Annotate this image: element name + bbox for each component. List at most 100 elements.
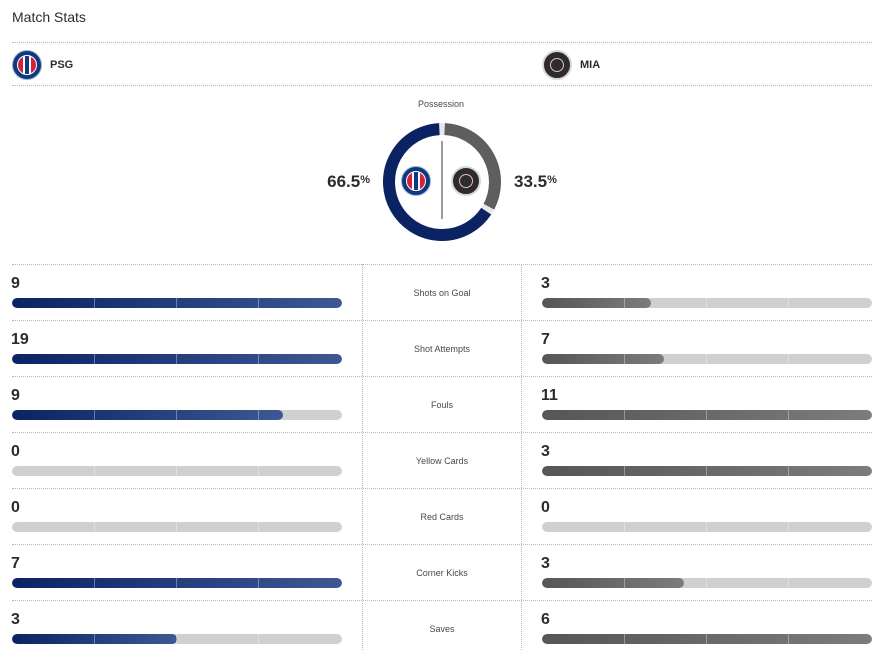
bar-tick — [788, 522, 789, 532]
stat-label: Corner Kicks — [416, 568, 468, 578]
bar-tick — [706, 578, 707, 588]
bar-tick — [94, 578, 95, 588]
away-stat-bar-fill — [542, 354, 665, 364]
stat-row: 3 Saves 6 — [0, 601, 882, 657]
away-stat-bar-fill — [542, 634, 872, 644]
bar-tick — [176, 522, 177, 532]
home-team-header[interactable]: PSG — [12, 50, 73, 80]
home-stat-value: 0 — [11, 443, 20, 460]
bar-tick — [94, 634, 95, 644]
bar-tick — [788, 466, 789, 476]
home-stat-bar-fill — [12, 354, 342, 364]
divider — [12, 376, 872, 377]
away-stat-value: 6 — [541, 611, 550, 628]
home-stat-bar — [12, 354, 342, 364]
bar-tick — [788, 410, 789, 420]
divider — [12, 85, 872, 86]
home-stat-bar — [12, 578, 342, 588]
away-stat-bar-fill — [542, 298, 651, 308]
away-stat-value: 11 — [541, 387, 558, 404]
home-stat-bar — [12, 466, 342, 476]
bar-tick — [788, 578, 789, 588]
bar-tick — [706, 354, 707, 364]
away-team-name: MIA — [580, 59, 601, 71]
divider — [12, 42, 872, 43]
home-stat-bar-fill — [12, 298, 342, 308]
bar-tick — [176, 634, 177, 644]
bar-tick — [94, 410, 95, 420]
divider — [12, 432, 872, 433]
away-team-header[interactable]: MIA — [542, 50, 600, 80]
stat-label: Fouls — [430, 400, 453, 410]
divider — [12, 544, 872, 545]
bar-tick — [788, 298, 789, 308]
away-stat-bar — [542, 410, 872, 420]
bar-tick — [94, 466, 95, 476]
divider — [12, 264, 872, 265]
home-stat-bar-fill — [12, 410, 283, 420]
bar-tick — [176, 410, 177, 420]
bar-tick — [624, 522, 625, 532]
bar-tick — [258, 298, 259, 308]
home-stat-value: 19 — [11, 331, 29, 348]
bar-tick — [94, 522, 95, 532]
home-stat-value: 0 — [11, 499, 20, 516]
home-stat-value: 9 — [11, 387, 20, 404]
away-stat-bar — [542, 298, 872, 308]
column-divider-right — [521, 264, 522, 650]
bar-tick — [624, 410, 625, 420]
bar-tick — [258, 578, 259, 588]
possession-donut-chart — [383, 123, 501, 241]
stat-row: 9 Shots on Goal 3 — [0, 265, 882, 321]
bar-tick — [94, 298, 95, 308]
home-stat-value: 3 — [11, 611, 20, 628]
home-stat-value: 9 — [11, 275, 20, 292]
stat-row: 9 Fouls 11 — [0, 377, 882, 433]
stat-row: 0 Yellow Cards 3 — [0, 433, 882, 489]
stat-label: Yellow Cards — [415, 456, 469, 466]
home-stat-bar — [12, 634, 342, 644]
away-stat-bar — [542, 634, 872, 644]
away-stat-value: 7 — [541, 331, 550, 348]
away-stat-bar — [542, 578, 872, 588]
column-divider-left — [362, 264, 363, 650]
possession-away-value: 33.5% — [514, 172, 557, 191]
bar-tick — [258, 522, 259, 532]
stat-row: 0 Red Cards 0 — [0, 489, 882, 545]
away-stat-bar — [542, 354, 872, 364]
home-stat-bar — [12, 522, 342, 532]
stat-label: Shot Attempts — [413, 344, 471, 354]
bar-tick — [624, 634, 625, 644]
stat-label: Saves — [429, 624, 455, 634]
home-stat-value: 7 — [11, 555, 20, 572]
bar-tick — [706, 298, 707, 308]
bar-tick — [706, 466, 707, 476]
divider — [12, 320, 872, 321]
bar-tick — [788, 354, 789, 364]
home-stat-bar — [12, 298, 342, 308]
away-stat-value: 3 — [541, 555, 550, 572]
away-stat-value: 3 — [541, 275, 550, 292]
bar-tick — [258, 410, 259, 420]
divider — [12, 488, 872, 489]
home-stat-bar-fill — [12, 578, 342, 588]
stat-row: 19 Shot Attempts 7 — [0, 321, 882, 377]
bar-tick — [788, 634, 789, 644]
inter-miami-crest-icon — [542, 50, 572, 80]
bar-tick — [94, 354, 95, 364]
bar-tick — [176, 298, 177, 308]
bar-tick — [624, 298, 625, 308]
psg-crest-icon — [12, 50, 42, 80]
bar-tick — [258, 466, 259, 476]
page-title: Match Stats — [12, 9, 86, 25]
bar-tick — [258, 354, 259, 364]
away-stat-bar — [542, 466, 872, 476]
away-stat-value: 3 — [541, 443, 550, 460]
bar-tick — [706, 522, 707, 532]
away-stat-bar-fill — [542, 410, 872, 420]
possession-label: Possession — [417, 99, 465, 109]
stat-label: Shots on Goal — [413, 288, 471, 298]
home-stat-bar — [12, 410, 342, 420]
inter-miami-crest-icon — [451, 166, 481, 196]
possession-home-value: 66.5% — [327, 172, 370, 191]
